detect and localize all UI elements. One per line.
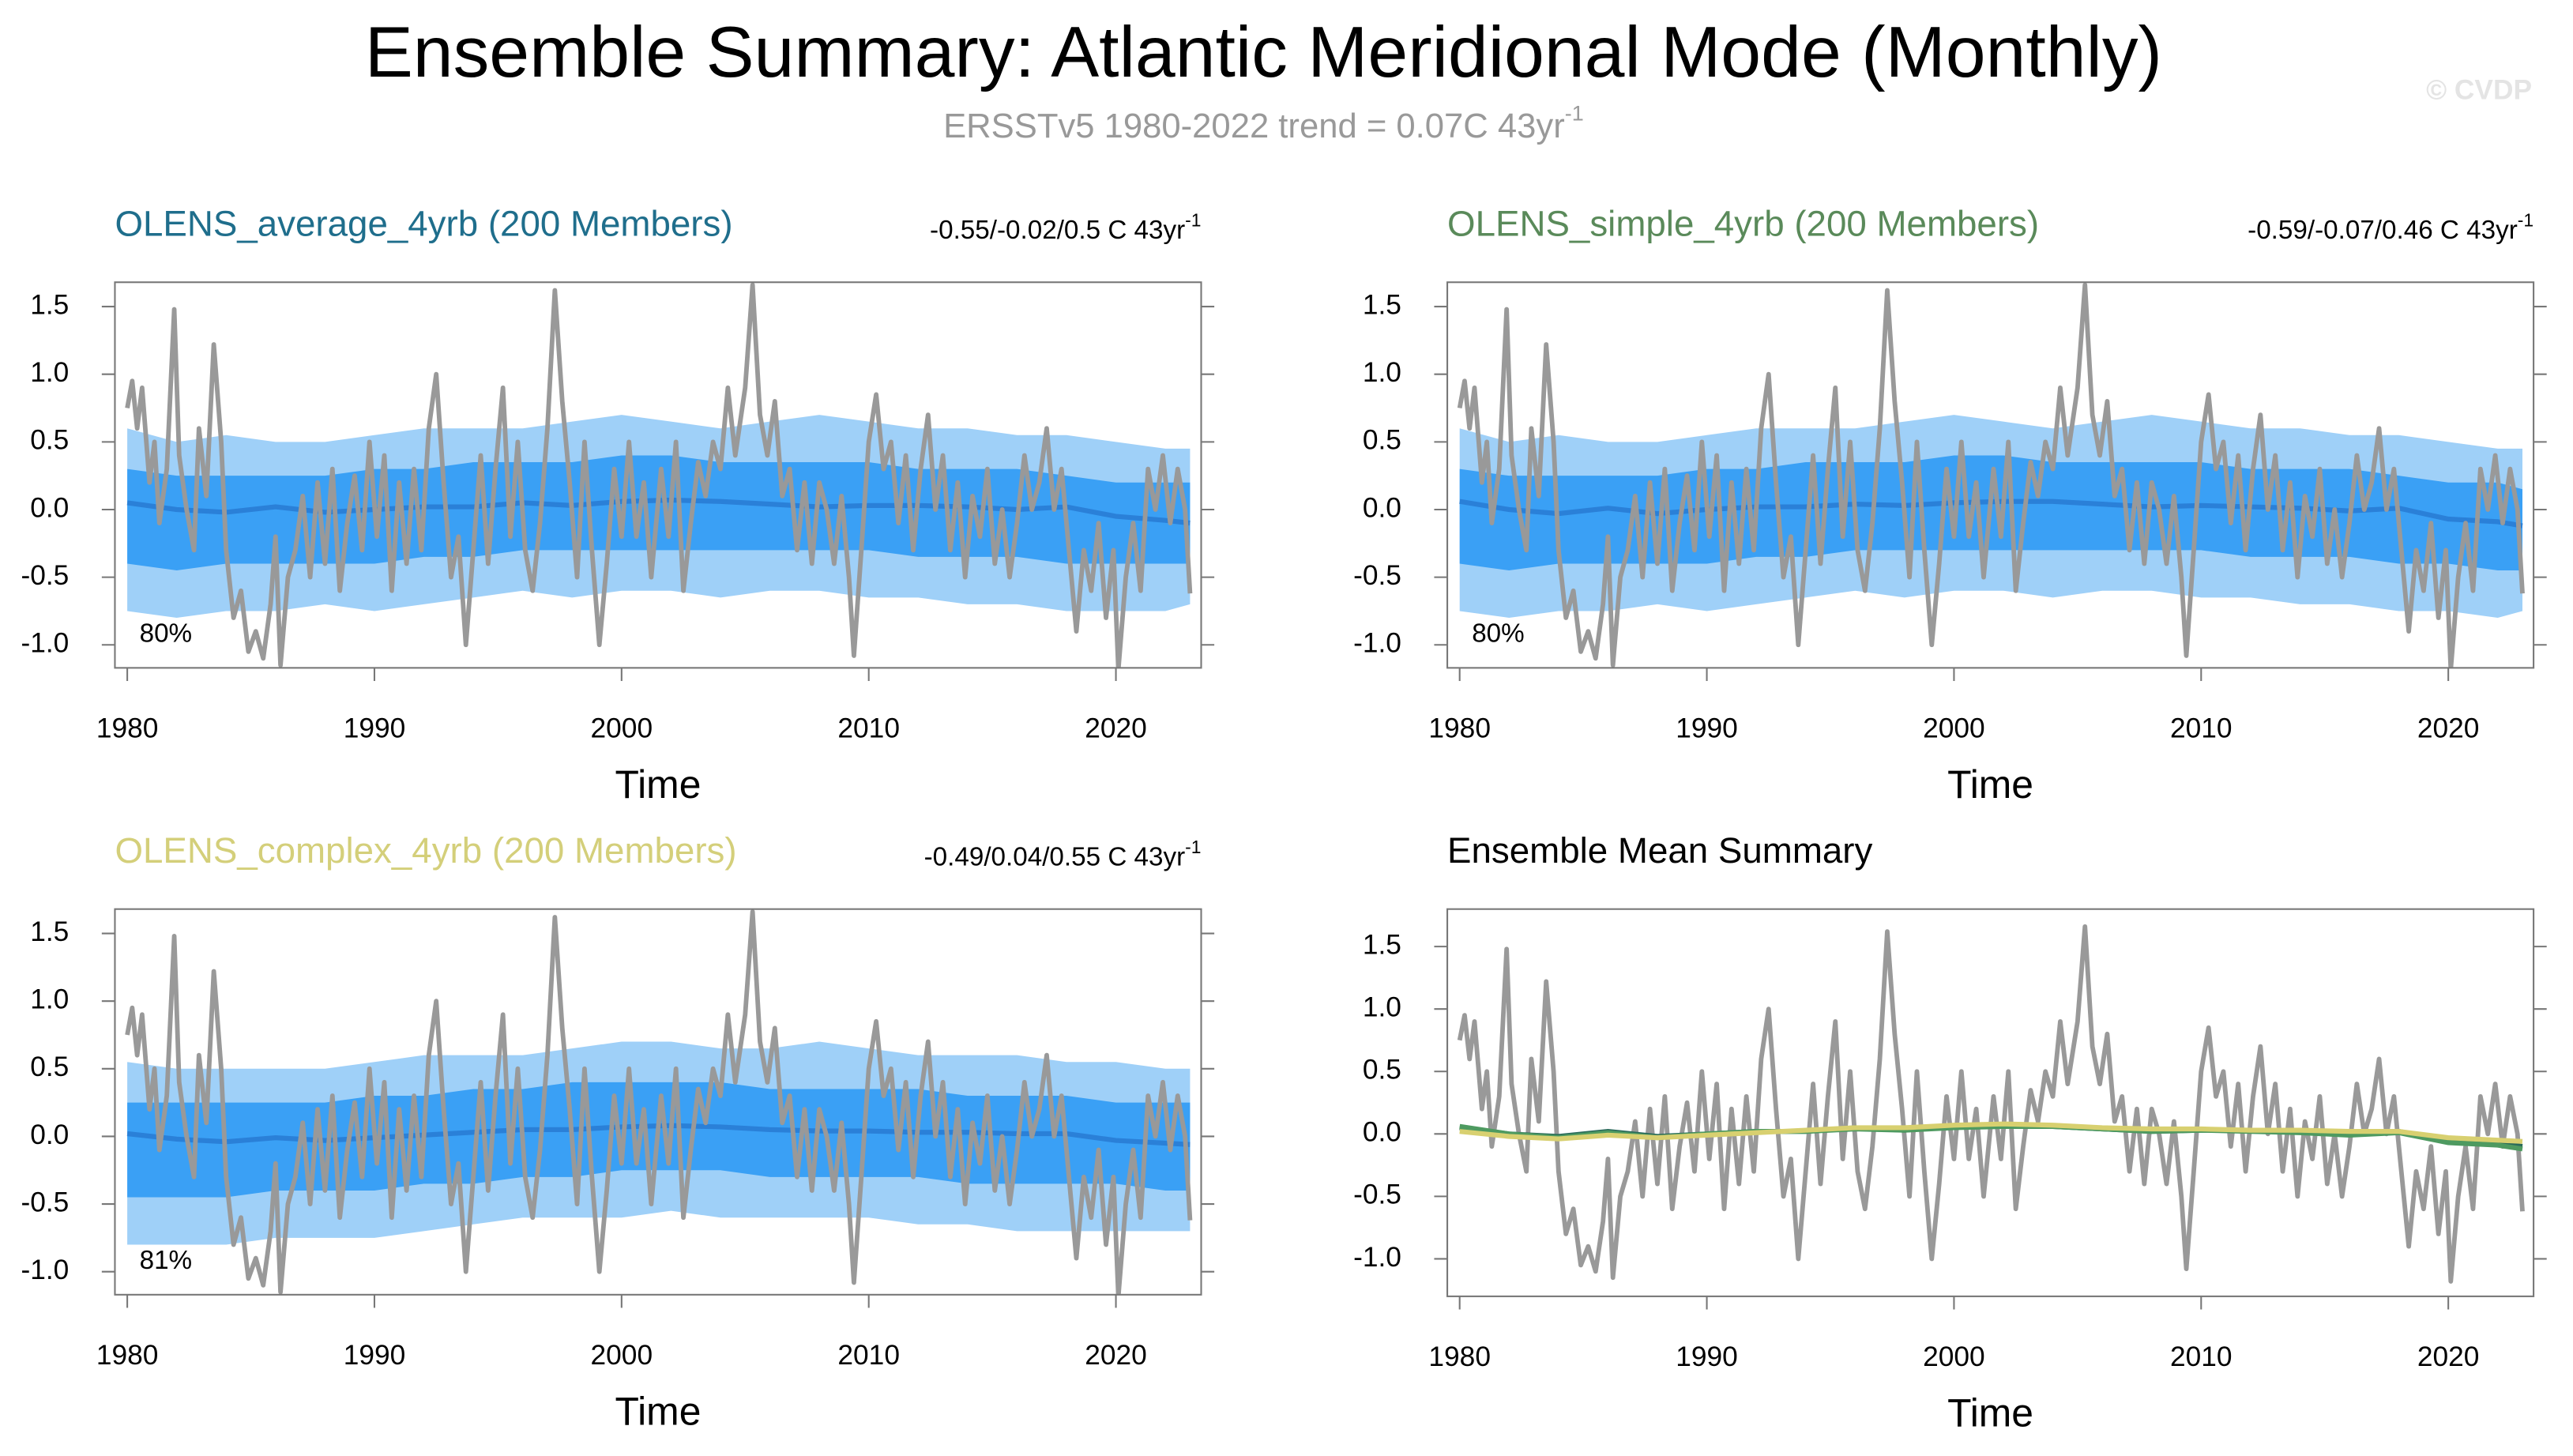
x-tick-label: 1990	[1676, 1341, 1738, 1372]
x-tick-label: 1980	[1428, 1341, 1491, 1372]
trend-label: -0.49/0.04/0.55 C 43yr-1	[924, 837, 1202, 871]
observed-line	[125, 909, 1193, 1295]
y-tick-label: -1.0	[1353, 628, 1401, 659]
trend-text: -0.59/-0.07/0.46 C 43yr	[2248, 216, 2518, 245]
x-tick-label: 2010	[2170, 713, 2233, 744]
plot-area	[125, 282, 1193, 668]
figure-title: Ensemble Summary: Atlantic Meridional Mo…	[365, 12, 2162, 92]
x-tick-label: 1990	[344, 713, 406, 744]
percent-label: 80%	[1472, 619, 1525, 649]
x-tick-label: 1990	[344, 1340, 406, 1371]
trend-text: -0.55/-0.02/0.5 C 43yr	[930, 216, 1185, 245]
x-axis-label: Time	[1947, 762, 2033, 807]
y-tick-label: 0.0	[30, 492, 69, 523]
trend-sup: -1	[2518, 209, 2534, 230]
y-tick-label: 1.0	[30, 357, 69, 388]
y-tick-label: 1.0	[1363, 992, 1401, 1023]
x-tick-label: 2020	[2417, 1341, 2480, 1372]
y-tick-label: 0.5	[1363, 1055, 1401, 1085]
plot-frame	[114, 281, 1202, 669]
y-tick-label: -1.0	[21, 1255, 69, 1285]
y-tick-label: 1.5	[1363, 929, 1401, 960]
panel-title: Ensemble Mean Summary	[1447, 830, 1872, 871]
x-tick-label: 2000	[1923, 713, 1985, 744]
figure-subtitle: ERSSTv5 1980-2022 trend = 0.07C 43yr-1	[943, 102, 1584, 145]
y-tick-label: -1.0	[1353, 1242, 1401, 1273]
x-tick-label: 2010	[2170, 1341, 2233, 1372]
y-tick-label: 1.5	[30, 289, 69, 320]
panel-title: OLENS_average_4yrb (200 Members)	[115, 204, 732, 244]
y-tick-label: 0.5	[1363, 425, 1401, 456]
x-axis-label: Time	[615, 762, 702, 807]
panel-title: OLENS_complex_4yrb (200 Members)	[115, 830, 736, 871]
plot-area	[1457, 282, 2525, 668]
x-tick-label: 1980	[1428, 713, 1491, 744]
y-tick-label: 1.5	[1363, 289, 1401, 320]
y-tick-label: 1.0	[1363, 357, 1401, 388]
x-tick-label: 1980	[96, 713, 159, 744]
plot-frame	[1446, 281, 2535, 669]
y-tick-label: -1.0	[21, 628, 69, 659]
x-tick-label: 2020	[1085, 1340, 1147, 1371]
y-tick-label: 0.0	[1363, 492, 1401, 523]
y-tick-label: 0.0	[1363, 1117, 1401, 1148]
observed-line	[1457, 924, 2525, 1284]
x-tick-label: 1980	[96, 1340, 159, 1371]
trend-text: -0.49/0.04/0.55 C 43yr	[924, 842, 1186, 871]
watermark: © CVDP	[2426, 75, 2532, 106]
x-axis-label: Time	[615, 1390, 702, 1434]
y-tick-label: 0.0	[30, 1119, 69, 1150]
y-tick-label: 1.0	[30, 984, 69, 1014]
y-tick-label: -0.5	[1353, 560, 1401, 591]
y-tick-label: 1.5	[30, 916, 69, 947]
x-tick-label: 1990	[1676, 713, 1738, 744]
x-tick-label: 2010	[837, 713, 900, 744]
observed-line	[1457, 282, 2525, 668]
ensemble-mean-line	[1459, 1121, 2523, 1144]
y-tick-label: 0.5	[30, 425, 69, 456]
trend-label: -0.55/-0.02/0.5 C 43yr-1	[930, 209, 1201, 244]
y-tick-label: -0.5	[21, 560, 69, 591]
trend-label: -0.59/-0.07/0.46 C 43yr-1	[2248, 209, 2534, 244]
plot-frame	[114, 908, 1202, 1296]
y-tick-label: -0.5	[21, 1187, 69, 1217]
percent-label: 81%	[140, 1246, 192, 1275]
x-tick-label: 2000	[591, 1340, 653, 1371]
x-tick-label: 2000	[1923, 1341, 1985, 1372]
x-tick-label: 2010	[837, 1340, 900, 1371]
y-tick-label: -0.5	[1353, 1179, 1401, 1210]
panel-title: OLENS_simple_4yrb (200 Members)	[1447, 204, 2039, 244]
observed-line	[125, 282, 1193, 668]
percent-label: 80%	[140, 619, 192, 649]
trend-sup: -1	[1185, 209, 1201, 230]
subtitle-text: ERSSTv5 1980-2022 trend = 0.07C 43yr	[943, 107, 1565, 145]
x-tick-label: 2020	[1085, 713, 1147, 744]
plot-area	[125, 909, 1193, 1295]
x-tick-label: 2000	[591, 713, 653, 744]
plot-area	[1457, 924, 2525, 1284]
plot-frame	[1446, 908, 2535, 1297]
x-tick-label: 2020	[2417, 713, 2480, 744]
trend-sup: -1	[1185, 837, 1201, 857]
x-axis-label: Time	[1947, 1391, 2033, 1435]
subtitle-sup: -1	[1565, 102, 1584, 126]
y-tick-label: 0.5	[30, 1052, 69, 1082]
